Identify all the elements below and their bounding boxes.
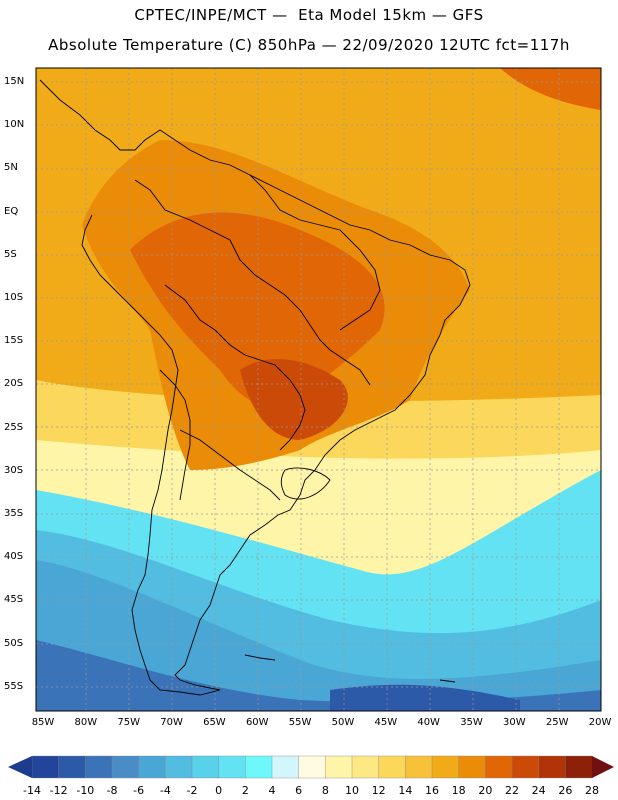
lon-label: 80W: [74, 717, 98, 728]
lat-label: EQ: [4, 205, 19, 217]
lat-label: 5S: [4, 248, 17, 260]
colorbar-label: 14: [398, 784, 413, 797]
lat-label: 30S: [4, 464, 24, 476]
colorbar-swatch: [298, 755, 327, 779]
coastline: [39, 79, 471, 696]
lat-label: 15N: [4, 76, 25, 87]
colorbar-label: -2: [186, 784, 198, 797]
lat-label: 25S: [4, 421, 24, 433]
colorbar-swatch: [111, 755, 140, 779]
colorbar-under-arrow: [8, 756, 32, 778]
colorbar-swatch: [85, 755, 113, 779]
colorbar-label: 24: [531, 784, 546, 797]
colorbar-swatch: [565, 755, 593, 779]
lon-label: 40W: [417, 717, 440, 728]
lon-label: 75W: [117, 717, 140, 728]
colorbar-swatch: [511, 755, 540, 779]
colorbar-label: -14: [23, 784, 41, 797]
lon-label: 50W: [331, 717, 355, 728]
lon-label: 55W: [288, 717, 312, 728]
lat-label: 5N: [4, 162, 18, 174]
lat-label: 15S: [4, 335, 24, 347]
lon-label: 30W: [503, 717, 526, 728]
colorbar-label: 26: [558, 784, 573, 797]
colorbar-swatch: [271, 755, 300, 779]
title-line-2: Absolute Temperature (C) 850hPa — 22/09/…: [48, 36, 570, 54]
colorbar-swatch: [431, 755, 460, 779]
lat-label: 45S: [4, 594, 24, 606]
colorbar-label: -12: [49, 784, 68, 797]
colorbar-label: 6: [295, 784, 303, 797]
colorbar-label: 12: [371, 784, 386, 797]
colorbar-label: 10: [345, 784, 359, 797]
graticule: [36, 68, 601, 711]
lat-label: 40S: [4, 551, 24, 563]
colorbar-label: 0: [215, 784, 223, 797]
lon-label: 35W: [460, 717, 483, 728]
colorbar-label: 2: [241, 784, 249, 797]
colorbar-swatch: [245, 755, 273, 779]
colorbar-swatch: [58, 755, 87, 779]
colorbar-label: 22: [505, 784, 519, 797]
colorbar-swatch: [218, 755, 247, 779]
colorbar-label: 4: [268, 784, 276, 797]
lon-label: 85W: [31, 717, 55, 728]
colorbar-swatch: [405, 755, 433, 779]
colorbar-label: 16: [425, 784, 439, 797]
colorbar-label: -4: [159, 784, 171, 797]
colorbar-swatch: [538, 755, 567, 779]
lon-label: 70W: [160, 717, 183, 728]
colorbar-swatch: [485, 755, 513, 779]
colorbar-swatch: [138, 755, 167, 779]
colorbar-label: -6: [133, 784, 145, 797]
colorbar-swatch: [191, 755, 220, 779]
lat-label: 35S: [4, 508, 24, 519]
colorbar-swatch: [378, 755, 407, 779]
lon-label: 25W: [545, 717, 569, 728]
lon-label: 20W: [588, 717, 612, 728]
colorbar-swatch: [31, 755, 60, 779]
lon-label: 45W: [374, 717, 398, 728]
colorbar-swatch: [458, 755, 487, 779]
lat-label: 10S: [4, 292, 24, 303]
colorbar-label: -8: [106, 784, 118, 797]
lon-label: 60W: [245, 717, 269, 728]
temperature-field: [36, 68, 601, 711]
title-line-1: CPTEC/INPE/MCT — Eta Model 15km — GFS: [134, 6, 484, 24]
colorbar-label: 20: [478, 784, 493, 797]
colorbar: [8, 755, 614, 779]
lat-label: 55S: [4, 680, 24, 692]
colorbar-swatch: [165, 755, 193, 779]
colorbar-label: 28: [585, 784, 599, 797]
lon-label: 65W: [203, 717, 226, 728]
lat-label: 10N: [4, 119, 25, 131]
colorbar-label: -10: [76, 784, 95, 797]
colorbar-over-arrow: [592, 756, 614, 778]
colorbar-swatch: [325, 755, 353, 779]
lat-label: 20S: [4, 378, 24, 390]
colorbar-label: 18: [451, 784, 466, 797]
lat-label: 50S: [4, 637, 24, 649]
colorbar-swatch: [351, 755, 380, 779]
colorbar-label: 8: [321, 784, 329, 797]
